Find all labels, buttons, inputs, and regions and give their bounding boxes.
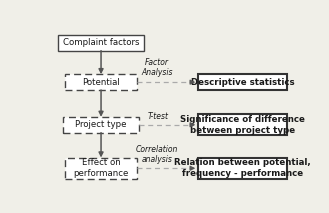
Bar xyxy=(63,117,139,132)
Bar xyxy=(65,158,137,179)
Bar xyxy=(58,35,144,50)
Text: Effect on
performance: Effect on performance xyxy=(73,158,129,178)
Text: Relation between potential,
frequency - performance: Relation between potential, frequency - … xyxy=(174,158,311,178)
Bar xyxy=(198,114,287,135)
Text: Factor
Analysis: Factor Analysis xyxy=(141,58,173,77)
Text: Potential: Potential xyxy=(82,78,120,87)
Text: Significance of difference
between project type: Significance of difference between proje… xyxy=(180,115,305,135)
Bar xyxy=(65,74,137,90)
Text: Complaint factors: Complaint factors xyxy=(63,38,139,47)
Text: Descriptive statistics: Descriptive statistics xyxy=(191,78,294,87)
Text: T-test: T-test xyxy=(148,112,169,121)
Bar xyxy=(198,74,287,90)
Text: Project type: Project type xyxy=(75,120,127,129)
Text: Correlation
analysis: Correlation analysis xyxy=(136,145,178,164)
Bar xyxy=(198,158,287,179)
